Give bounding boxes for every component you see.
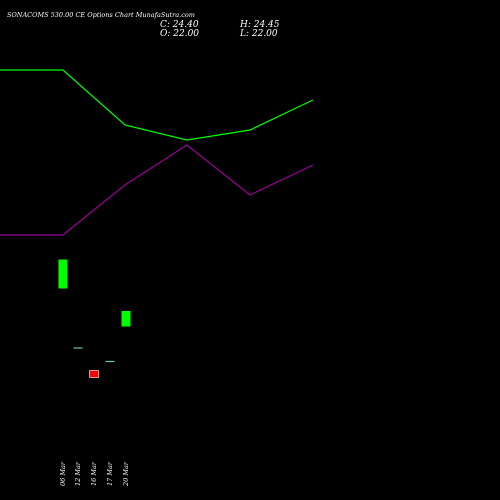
high-value: H: 24.45 [240,20,280,30]
candle-2 [89,370,99,378]
x-tick-label: 17 Mar [106,461,114,486]
series-line-0 [0,69,314,141]
close-value: C: 24.40 [160,20,199,30]
x-tick-label: 20 Mar [122,461,130,487]
low-value: L: 22.00 [240,29,278,39]
chart-title: SONACOMS 530.00 CE Options Chart MunafaS… [7,11,195,19]
candle-0 [58,259,68,289]
candle-4 [121,311,131,327]
x-tick-label: 16 Mar [90,461,98,486]
x-tick-label: 12 Mar [74,461,82,486]
open-value: O: 22.00 [160,29,200,39]
series-line-1 [0,144,314,236]
x-tick-label: 06 Mar [59,461,67,486]
